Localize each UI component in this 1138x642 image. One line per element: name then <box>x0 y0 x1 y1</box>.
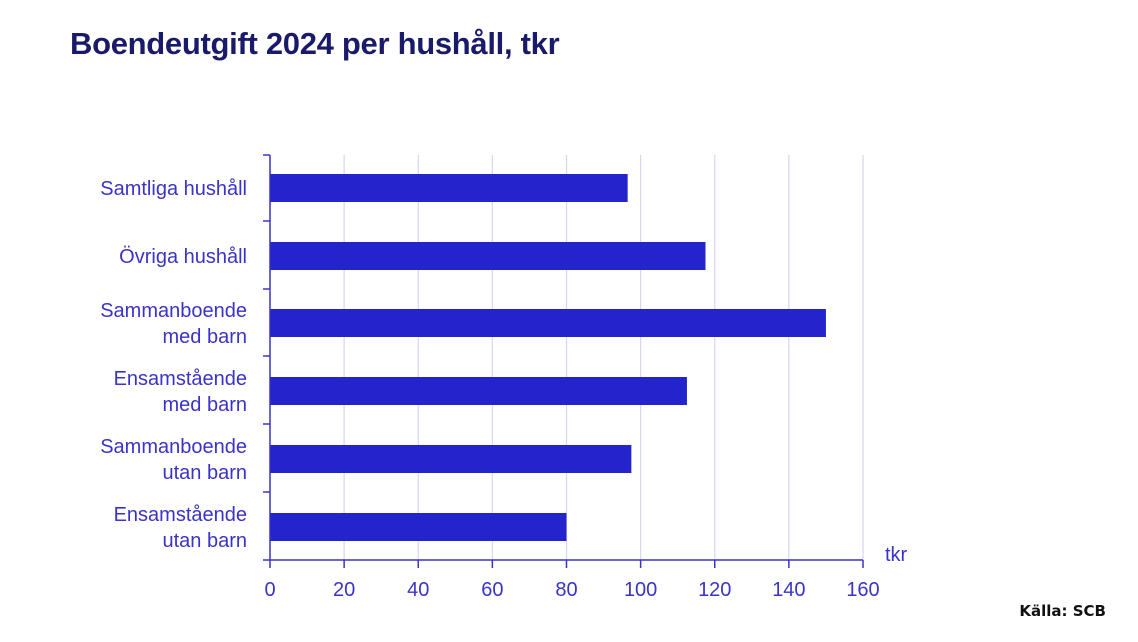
category-label-line: utan barn <box>162 462 247 484</box>
axes <box>263 154 864 568</box>
x-tick-label: 80 <box>555 579 577 601</box>
category-label-5: Ensamstående utan barn <box>114 504 247 552</box>
category-label-line: Ensamstående <box>114 368 247 390</box>
category-label-line: Sammanboende <box>100 300 247 322</box>
category-label-line: utan barn <box>162 530 247 552</box>
unit-label: tkr <box>885 544 908 566</box>
x-tick-label: 100 <box>624 579 657 601</box>
bar-3 <box>270 377 687 405</box>
category-label-2: Sammanboende med barn <box>100 300 247 348</box>
x-tick-label: 160 <box>846 579 879 601</box>
category-label-1: Övriga hushåll <box>119 246 247 268</box>
x-tick-label: 140 <box>772 579 805 601</box>
category-label-0: Samtliga hushåll <box>100 178 247 200</box>
category-label-line: Ensamstående <box>114 504 247 526</box>
category-label-line: Samtliga hushåll <box>100 178 247 200</box>
category-label-line: med barn <box>163 326 248 348</box>
category-label-line: Sammanboende <box>100 436 247 458</box>
bar-4 <box>270 445 632 473</box>
category-label-4: Sammanboende utan barn <box>100 436 247 484</box>
gridlines <box>343 155 864 560</box>
category-labels: Samtliga hushåll Övriga hushåll Sammanboen… <box>100 178 247 552</box>
x-tick-label: 120 <box>698 579 731 601</box>
bar-2 <box>270 309 826 337</box>
x-tick-label: 20 <box>333 579 355 601</box>
x-tick-label: 0 <box>264 579 275 601</box>
chart-title: Boendeutgift 2024 per hushåll, tkr <box>70 26 560 61</box>
tick-labels: 0 20 40 60 80 100 120 140 160 <box>264 579 879 601</box>
category-label-line: med barn <box>163 394 248 416</box>
category-label-3: Ensamstående med barn <box>114 368 247 416</box>
x-tick-label: 60 <box>481 579 503 601</box>
bar-1 <box>270 242 706 270</box>
bars <box>270 174 826 541</box>
x-tick-label: 40 <box>407 579 429 601</box>
bar-0 <box>270 174 628 202</box>
source-note: Källa: SCB <box>1019 602 1106 620</box>
bar-5 <box>270 513 567 541</box>
category-label-line: Övriga hushåll <box>119 246 247 268</box>
